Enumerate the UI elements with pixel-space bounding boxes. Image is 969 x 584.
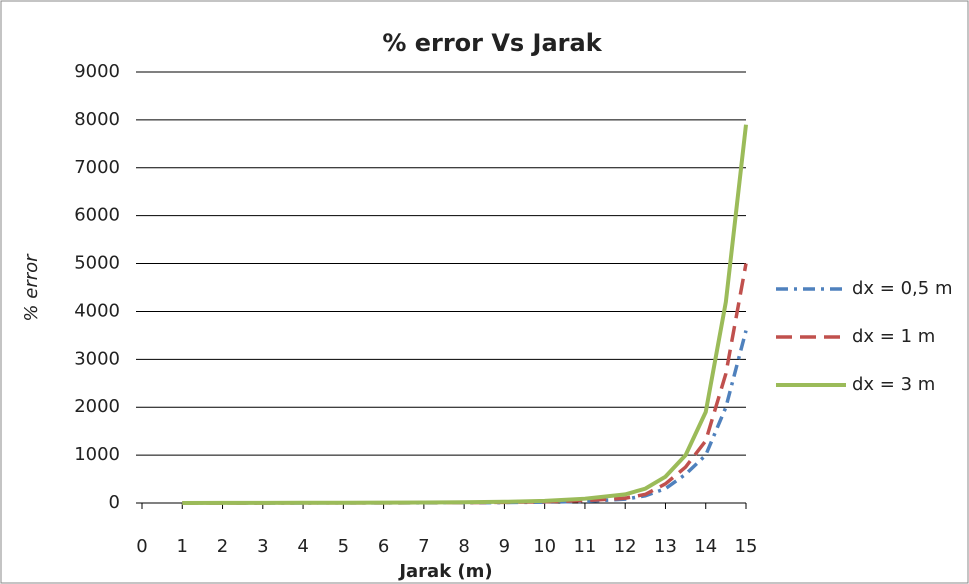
x-tick-label: 1: [177, 536, 188, 557]
y-tick-label: 2000: [74, 396, 120, 417]
y-tick-label: 8000: [74, 109, 120, 130]
y-tick-label: 3000: [74, 348, 120, 369]
y-tick-label: 0: [109, 492, 120, 513]
legend-label: dx = 3 m: [852, 374, 935, 395]
x-tick-label: 8: [458, 536, 469, 557]
y-tick-label: 1000: [74, 444, 120, 465]
legend-label: dx = 1 m: [852, 326, 935, 347]
y-tick-label: 5000: [74, 253, 120, 274]
x-tick-label: 4: [297, 536, 308, 557]
y-axis-title: % error: [21, 253, 42, 322]
chart: % error Vs Jarak Jarak (m) % error 0 1000…: [0, 0, 969, 584]
x-tick-label: 11: [573, 536, 596, 557]
chart-frame: [1, 1, 968, 583]
y-tick-label: 6000: [74, 205, 120, 226]
x-tick-label: 3: [257, 536, 268, 557]
x-tick-label: 12: [614, 536, 637, 557]
y-tick-label: 4000: [74, 300, 120, 321]
x-tick-label: 9: [499, 536, 510, 557]
x-tick-label: 7: [418, 536, 429, 557]
y-tick-label: 7000: [74, 157, 120, 178]
x-tick-label: 15: [735, 536, 758, 557]
x-tick-label: 6: [378, 536, 389, 557]
x-tick-label: 0: [136, 536, 147, 557]
chart-title: % error Vs Jarak: [382, 29, 602, 57]
x-tick-label: 14: [694, 536, 717, 557]
legend-label: dx = 0,5 m: [852, 278, 953, 299]
y-tick-label: 9000: [74, 61, 120, 82]
x-tick-label: 5: [338, 536, 349, 557]
x-tick-label: 2: [217, 536, 228, 557]
x-tick-label: 13: [654, 536, 677, 557]
x-tick-label: 10: [533, 536, 556, 557]
x-axis-title: Jarak (m): [397, 561, 492, 582]
